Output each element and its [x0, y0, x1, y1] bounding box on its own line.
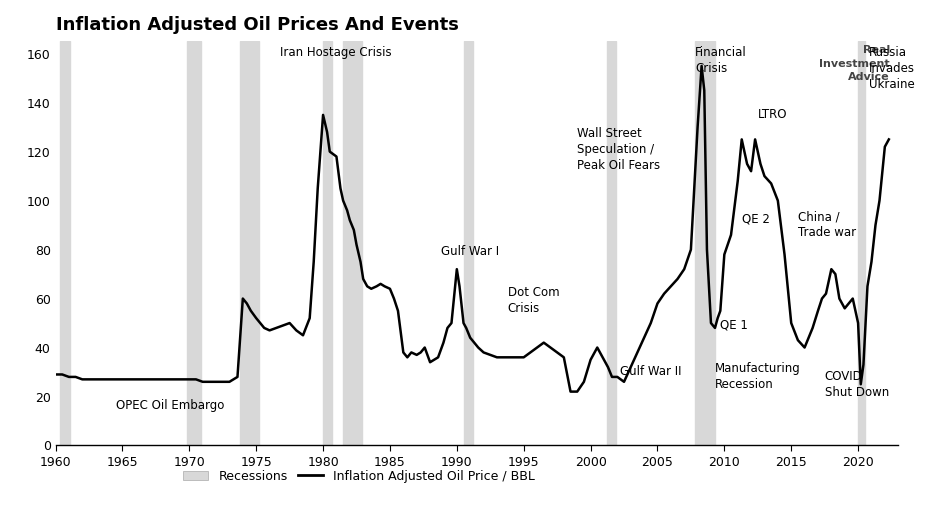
Bar — [344, 41, 362, 445]
Text: QE 1: QE 1 — [720, 318, 748, 331]
Bar — [858, 41, 865, 445]
Text: Gulf War II: Gulf War II — [620, 365, 682, 378]
Text: Dot Com
Crisis: Dot Com Crisis — [507, 286, 559, 315]
Text: COVID
Shut Down: COVID Shut Down — [825, 369, 889, 398]
Bar — [607, 41, 616, 445]
Text: China /
Trade war: China / Trade war — [798, 210, 856, 239]
Text: Real
Investment
Advice: Real Investment Advice — [820, 46, 890, 82]
Text: Wall Street
Speculation /
Peak Oil Fears: Wall Street Speculation / Peak Oil Fears — [577, 127, 660, 172]
Text: Financial
Crisis: Financial Crisis — [694, 46, 746, 75]
Text: Russia
Invades
Ukraine: Russia Invades Ukraine — [869, 46, 915, 91]
Bar — [240, 41, 259, 445]
Text: OPEC Oil Embargo: OPEC Oil Embargo — [116, 399, 224, 412]
Text: Manufacturing
Recession: Manufacturing Recession — [715, 362, 801, 391]
Bar — [323, 41, 332, 445]
Bar — [464, 41, 473, 445]
Text: QE 2: QE 2 — [742, 213, 770, 226]
Legend: Recessions, Inflation Adjusted Oil Price / BBL: Recessions, Inflation Adjusted Oil Price… — [179, 465, 540, 488]
Bar — [694, 41, 715, 445]
Text: LTRO: LTRO — [757, 108, 787, 121]
Text: Iran Hostage Crisis: Iran Hostage Crisis — [281, 46, 392, 60]
Text: Gulf War I: Gulf War I — [441, 244, 499, 257]
Bar — [59, 41, 70, 445]
Text: Inflation Adjusted Oil Prices And Events: Inflation Adjusted Oil Prices And Events — [56, 17, 458, 34]
Bar — [187, 41, 201, 445]
